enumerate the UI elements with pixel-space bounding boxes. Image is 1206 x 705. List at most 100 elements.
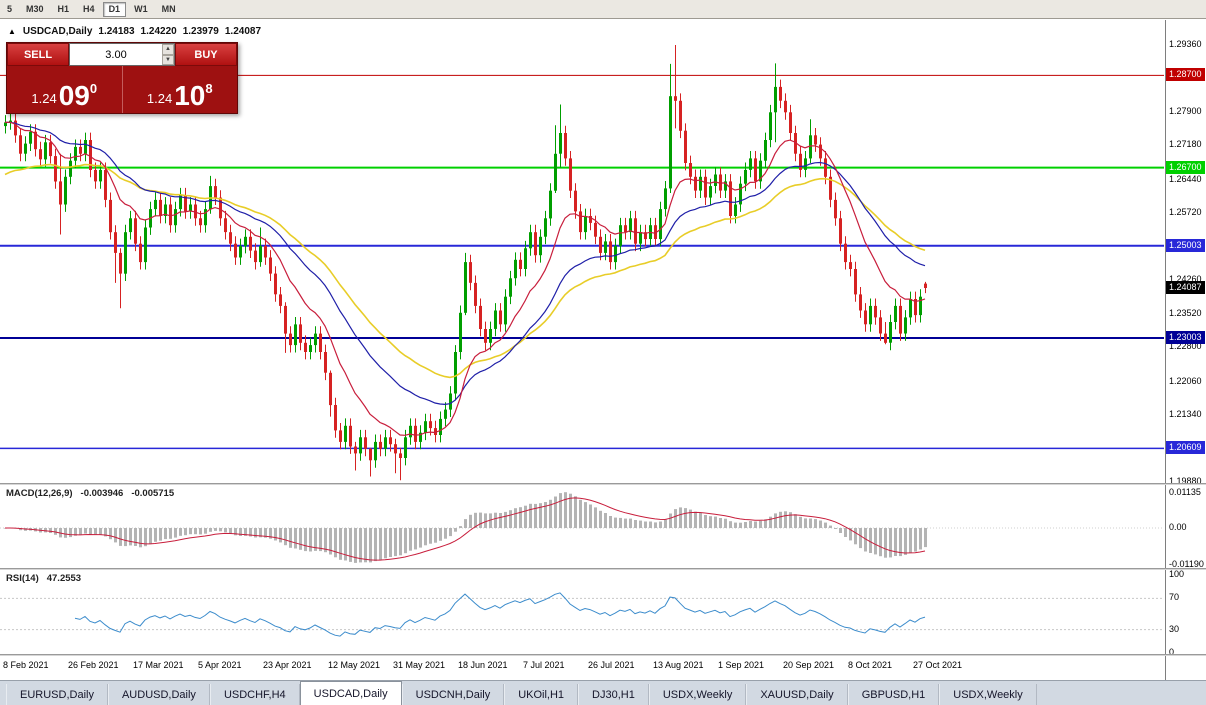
bar-close-value: 1.24087 [224, 26, 262, 37]
rsi-panel[interactable] [0, 570, 1165, 654]
sell-button[interactable]: SELL [7, 43, 69, 66]
buy-price-pips: 10 [174, 80, 206, 112]
buy-price-big: 1.24 [146, 91, 173, 106]
price-axis[interactable]: 1.29360 1.27900 1.27180 1.26440 1.25720 1.242… [1165, 20, 1206, 680]
bar-low-value: 1.23979 [182, 26, 219, 37]
chart-tab-dj30[interactable]: DJ30,H1 [578, 684, 649, 705]
date-axis-label: 17 Mar 2021 [133, 660, 184, 670]
timeframe-button-mn[interactable]: MN [161, 4, 176, 14]
axis-scale-label: 1.21340 [1169, 408, 1202, 419]
level-price-tag: 1.23003 [1166, 331, 1205, 345]
date-axis-label: 1 Sep 2021 [718, 660, 765, 670]
current-price-tag: 1.24087 [1166, 281, 1205, 295]
macd-signal-value: -0.005715 [131, 488, 175, 499]
ma-mid-line [4, 121, 926, 406]
axis-scale-label: 1.22800 [1169, 341, 1202, 352]
axis-scale-label: 1.25720 [1169, 206, 1202, 217]
date-axis-label: 26 Feb 2021 [68, 660, 119, 670]
panel-divider[interactable] [0, 654, 1206, 656]
axis-scale-label: 1.24260 [1169, 274, 1202, 285]
axis-scale-label: 1.27180 [1169, 139, 1202, 150]
panel-divider[interactable] [0, 568, 1206, 570]
buy-button[interactable]: BUY [175, 43, 237, 66]
rsi-value: 47.2553 [46, 573, 82, 584]
date-axis-label: 20 Sep 2021 [783, 660, 835, 670]
date-axis-label: 13 Aug 2021 [653, 660, 704, 670]
date-axis-label: 26 Jul 2021 [588, 660, 635, 670]
panel-divider[interactable] [0, 483, 1206, 485]
volume-input[interactable]: 3.00 [105, 48, 127, 61]
date-axis-label: 12 May 2021 [328, 660, 381, 670]
timeframe-button-d1[interactable]: D1 [102, 1, 127, 17]
chart-tab-audusd[interactable]: AUDUSD,Daily [107, 684, 210, 705]
axis-scale-label: 1.27900 [1169, 106, 1202, 117]
macd-panel[interactable] [0, 485, 1165, 568]
macd-name: MACD(12,26,9) [6, 488, 73, 499]
volume-up-icon[interactable]: ▲ [162, 44, 174, 55]
chart-tab-usdcad[interactable]: USDCAD,Daily [299, 681, 402, 705]
sell-price-big: 1.24 [31, 91, 57, 106]
bar-high-value: 1.24220 [140, 26, 177, 37]
price-chart[interactable] [0, 20, 1165, 483]
time-axis[interactable]: 8 Feb 2021 26 Feb 2021 17 Mar 2021 5 Apr 20… [0, 656, 1165, 680]
level-price-tag: 1.20609 [1166, 441, 1205, 455]
ma-fast-line [4, 121, 926, 436]
date-axis-label: 7 Jul 2021 [523, 660, 565, 670]
chart-window[interactable]: ▲ USDCAD,Daily 1.24183 1.24220 1.23979 1… [0, 20, 1206, 680]
timeframe-button-m30[interactable]: M30 [26, 4, 44, 14]
buy-price-point: 8 [205, 81, 213, 96]
sell-price-pips: 09 [58, 80, 90, 112]
timeframe-button-5[interactable]: 5 [7, 4, 13, 14]
axis-scale-label: 1.23520 [1169, 308, 1202, 319]
axis-scale-label: 0.00 [1169, 522, 1187, 532]
level-price-tag: 1.25003 [1166, 238, 1205, 252]
axis-scale-label: 1.29360 [1169, 38, 1202, 49]
date-axis-label: 5 Apr 2021 [198, 660, 242, 670]
chart-tab-eurusd[interactable]: EURUSD,Daily [6, 684, 108, 705]
chart-symbol-period: USDCAD,Daily [22, 26, 93, 37]
axis-scale-label: 1.22060 [1169, 375, 1202, 386]
chart-ohlc-header: ▲ USDCAD,Daily 1.24183 1.24220 1.23979 1… [8, 26, 261, 37]
axis-scale-label: 0.01135 [1169, 486, 1201, 497]
buy-price-button[interactable]: 1.24 10 8 [121, 66, 237, 113]
axis-scale-label: 30 [1169, 623, 1180, 634]
sell-price-point: 0 [89, 81, 98, 96]
macd-histogram [4, 492, 927, 563]
chart-tab-gbpusd[interactable]: GBPUSD,H1 [847, 684, 940, 705]
axis-scale-label: 70 [1169, 592, 1180, 603]
chart-tab-usdchf[interactable]: USDCHF,H4 [209, 684, 300, 705]
level-price-tag: 1.28700 [1166, 68, 1205, 82]
one-click-toggle-icon[interactable]: ▲ [8, 26, 16, 36]
timeframe-button-h4[interactable]: H4 [83, 4, 95, 14]
level-price-tag: 1.26700 [1166, 160, 1205, 174]
date-axis-label: 31 May 2021 [393, 660, 446, 670]
chart-tab-usdcnh[interactable]: USDCNH,Daily [401, 684, 505, 705]
bar-open-value: 1.24183 [98, 26, 135, 37]
date-axis-label: 8 Feb 2021 [3, 660, 49, 670]
one-click-trading-panel: SELL 3.00 ▲ ▼ BUY 1.24 09 0 1.24 10 8 [6, 42, 238, 114]
axis-scale-label: -0.01190 [1169, 558, 1204, 569]
chart-tab-xauusd[interactable]: XAUUSD,Daily [746, 684, 848, 705]
timeframe-button-h1[interactable]: H1 [57, 4, 70, 14]
chart-tab-usdx[interactable]: USDX,Weekly [939, 684, 1037, 705]
macd-signal-line [5, 497, 926, 561]
date-axis-label: 8 Oct 2021 [848, 660, 893, 670]
volume-down-icon[interactable]: ▼ [162, 54, 174, 65]
rsi-name: RSI(14) [6, 573, 39, 584]
date-axis-label: 27 Oct 2021 [913, 660, 963, 670]
date-axis-label: 23 Apr 2021 [263, 660, 312, 670]
sell-price-button[interactable]: 1.24 09 0 [7, 66, 122, 113]
axis-scale-label: 1.26440 [1169, 173, 1202, 184]
macd-main-value: -0.003946 [80, 488, 124, 499]
chart-tabs: EURUSD,Daily AUDUSD,Daily USDCHF,H4 USDCAD,… [0, 680, 1206, 705]
timeframe-toolbar: 5 M30 H1 H4 D1 W1 MN [0, 0, 1206, 19]
volume-box: 3.00 ▲ ▼ [69, 43, 175, 66]
chart-tab-ukoil[interactable]: UKOil,H1 [504, 684, 579, 705]
ma-slow-line [4, 163, 926, 379]
chart-tab-usdx[interactable]: USDX,Weekly [648, 684, 747, 705]
date-axis-label: 18 Jun 2021 [458, 660, 508, 670]
timeframe-button-w1[interactable]: W1 [134, 4, 148, 14]
rsi-label: RSI(14) 47.2553 [6, 573, 81, 584]
macd-label: MACD(12,26,9) -0.003946 -0.005715 [6, 488, 174, 499]
axis-scale-label: 100 [1169, 569, 1185, 579]
